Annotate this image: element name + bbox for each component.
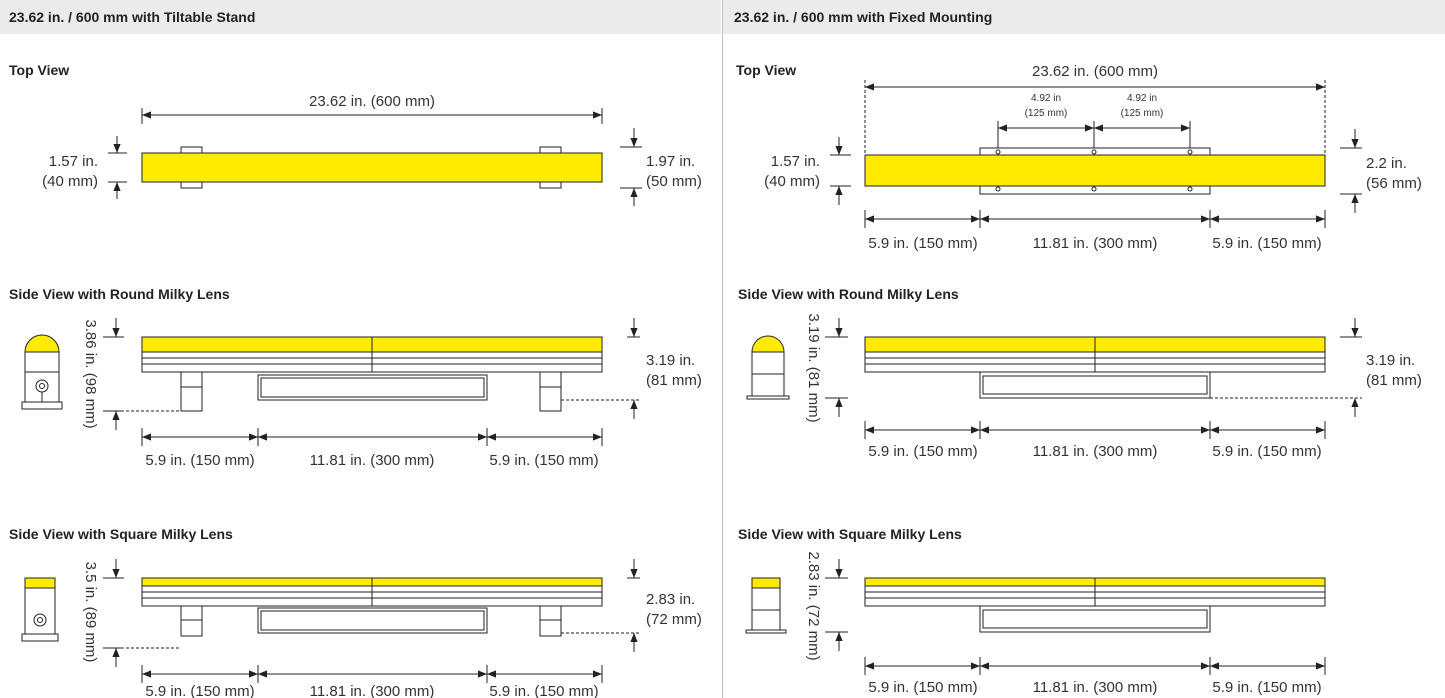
left-square-h1: 2.83 in.	[646, 591, 695, 608]
right-top-h2: (40 mm)	[764, 173, 820, 190]
right-of-left-top-h1: 1.97 in.	[646, 153, 695, 170]
left-square-vert: 3.5 in. (89 mm)	[82, 562, 99, 663]
right-top-sub2b: (125 mm)	[1121, 108, 1164, 119]
left-square-seg2: 11.81 in. (300 mm)	[310, 683, 435, 698]
right-top-seg1: 5.9 in. (150 mm)	[868, 235, 977, 252]
right-round-vert: 3.19 in. (81 mm)	[805, 313, 822, 422]
left-top-h1: 1.57 in.	[49, 153, 98, 170]
left-round-seg1: 5.9 in. (150 mm)	[145, 452, 254, 469]
right-round-seg1: 5.9 in. (150 mm)	[868, 443, 977, 460]
right-top-sub1a: 4.92 in	[1031, 93, 1061, 104]
right-round-seg3: 5.9 in. (150 mm)	[1212, 443, 1321, 460]
right-side-round-drawing	[746, 318, 1362, 439]
left-top-view-drawing	[108, 108, 642, 206]
right-square-seg1: 5.9 in. (150 mm)	[868, 679, 977, 696]
column-divider	[722, 0, 723, 698]
right-side-square-title: Side View with Square Milky Lens	[738, 526, 962, 542]
right-top-sub1b: (125 mm)	[1025, 108, 1068, 119]
right-side-round-title: Side View with Round Milky Lens	[738, 286, 959, 302]
left-round-h2: (81 mm)	[646, 372, 702, 389]
right-round-h2: (81 mm)	[1366, 372, 1422, 389]
right-top-overall: 23.62 in. (600 mm)	[1032, 63, 1158, 80]
right-of-left-top-h2: (50 mm)	[646, 173, 702, 190]
left-round-vert: 3.86 in. (98 mm)	[82, 319, 99, 428]
left-round-seg2: 11.81 in. (300 mm)	[310, 452, 435, 469]
left-round-seg3: 5.9 in. (150 mm)	[489, 452, 598, 469]
right-top-bar	[864, 154, 1326, 187]
right-top-view-title: Top View	[736, 62, 797, 78]
left-round-h1: 3.19 in.	[646, 352, 695, 369]
left-side-square-drawing	[21, 559, 640, 683]
left-square-seg1: 5.9 in. (150 mm)	[145, 683, 254, 698]
right-side-square-drawing	[745, 559, 1326, 675]
right-top-rh1: 2.2 in.	[1366, 155, 1407, 172]
right-top-h1: 1.57 in.	[771, 153, 820, 170]
right-top-view-drawing	[830, 80, 1362, 228]
left-side-round-drawing	[21, 318, 640, 446]
right-square-vert: 2.83 in. (72 mm)	[805, 551, 822, 660]
left-top-h2: (40 mm)	[42, 173, 98, 190]
right-round-seg2: 11.81 in. (300 mm)	[1033, 443, 1158, 460]
right-header: 23.62 in. / 600 mm with Fixed Mounting	[723, 0, 1445, 34]
left-side-round-title: Side View with Round Milky Lens	[9, 286, 230, 302]
right-square-seg2: 11.81 in. (300 mm)	[1033, 679, 1158, 696]
left-side-square-title: Side View with Square Milky Lens	[9, 526, 233, 542]
left-square-h2: (72 mm)	[646, 611, 702, 628]
left-top-bar	[141, 152, 603, 183]
right-top-seg2: 11.81 in. (300 mm)	[1033, 235, 1158, 252]
right-top-sub2a: 4.92 in	[1127, 93, 1157, 104]
right-top-rh2: (56 mm)	[1366, 175, 1422, 192]
left-square-seg3: 5.9 in. (150 mm)	[489, 683, 598, 698]
left-top-view-title: Top View	[9, 62, 70, 78]
left-top-overall: 23.62 in. (600 mm)	[309, 93, 435, 110]
right-round-h1: 3.19 in.	[1366, 352, 1415, 369]
left-header: 23.62 in. / 600 mm with Tiltable Stand	[0, 0, 721, 34]
right-top-seg3: 5.9 in. (150 mm)	[1212, 235, 1321, 252]
right-square-seg3: 5.9 in. (150 mm)	[1212, 679, 1321, 696]
